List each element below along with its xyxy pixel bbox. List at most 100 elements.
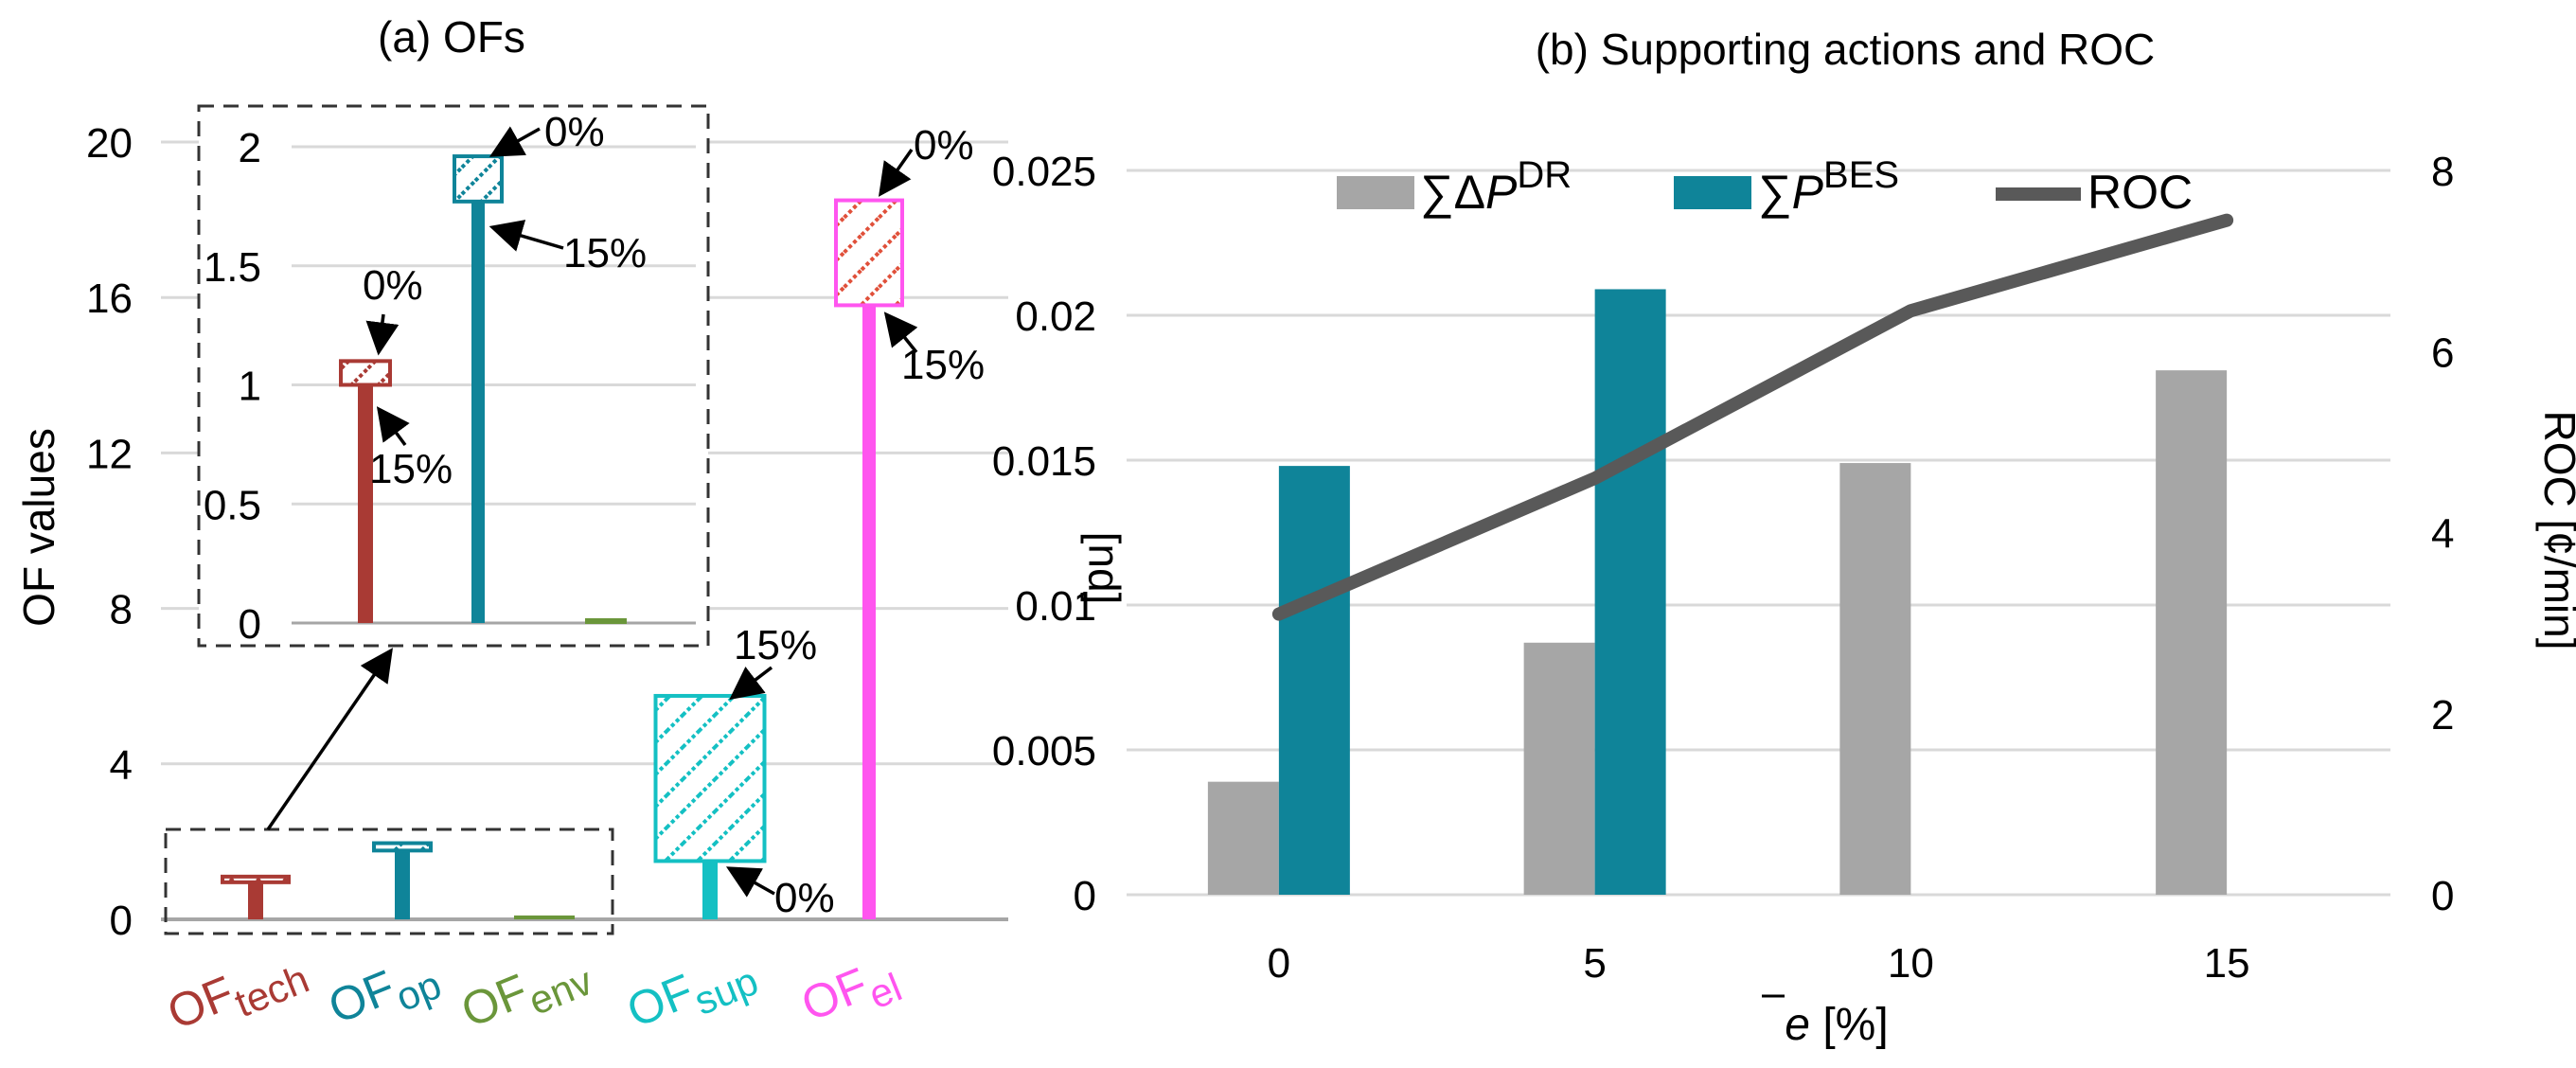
category-label-subscript: op (390, 962, 448, 1020)
panel-b-legend: ∑ΔPDR ∑PBES ROC (1337, 154, 2193, 219)
inset-y-tick-label: 1 (239, 364, 261, 410)
category-label-op: OFop (321, 944, 447, 1045)
x-tick-label-b: 0 (1268, 940, 1290, 987)
zoom-region-box (164, 828, 614, 935)
of-op-bar (395, 850, 410, 919)
panel-a-y-axis-label: OF values (14, 428, 63, 627)
of-el-range-box (834, 198, 904, 308)
of-tech-bar (248, 880, 263, 919)
legend-label-superscript: DR (1517, 154, 1572, 196)
category-label-subscript: tech (228, 956, 314, 1025)
panel-b-x-axis-label: e [%] (1762, 994, 1889, 1050)
zoom-arrow (266, 648, 393, 830)
x-tick-label-b: 15 (2204, 940, 2250, 987)
of-op-range-box (372, 841, 433, 853)
category-label-base: OF (620, 964, 701, 1038)
legend-label-main: ROC (2087, 166, 2193, 219)
arrow-tech-0 (365, 313, 400, 356)
y2-tick-label-b: 0 (2431, 873, 2454, 919)
legend-label-var: P (1485, 166, 1518, 219)
category-label-base: OF (454, 964, 535, 1038)
x-tick-label-b: 10 (1888, 940, 1934, 987)
x-axis-label-b: e [%] (1785, 1000, 1888, 1050)
inset-y-tick-label: 0.5 (204, 482, 261, 528)
x-axis-label-unit: [%] (1810, 1000, 1889, 1050)
y-tick-label-b: 0.02 (1015, 294, 1096, 340)
dr-bar (1523, 642, 1595, 895)
category-label-text: OFtech (160, 937, 314, 1050)
arrow-sup-0 (725, 866, 775, 898)
inset-tech-0-label: 0% (363, 262, 423, 309)
legend-label: ∑PBES (1758, 154, 1899, 219)
panel-a-annotations: 15%0%0%15% (725, 122, 985, 921)
y2-tick-label-b: 8 (2431, 149, 2454, 195)
panel-b-roc-line (1271, 213, 2234, 621)
panel-a-bars (221, 198, 904, 919)
panel-a-title: (a) OFs (378, 12, 525, 62)
arrow-op-15 (489, 220, 564, 252)
dr-bar (1839, 463, 1911, 895)
legend-swatch-bes (1674, 176, 1751, 209)
y-tick-label-b: 0.005 (992, 728, 1096, 774)
category-label-env: OFenv (454, 958, 599, 1038)
inset-tech-range-box (339, 359, 392, 387)
category-label-sup: OFsup (620, 940, 765, 1048)
y2-tick-label-b: 6 (2431, 329, 2454, 376)
inset-op-15-label: 15% (563, 230, 647, 276)
legend-label-main: ∑ (1758, 166, 1792, 219)
inset-chart: 0 0.5 1 1.5 2 0% 15% 0% 15% (204, 109, 696, 648)
y-tick-label-b: 0.015 (992, 438, 1096, 485)
panel-b-y-axis-label: [pu] (1073, 532, 1122, 605)
arrow-el-15 (883, 312, 918, 354)
x-tick-label-b: 5 (1583, 940, 1606, 987)
panel-b: (b) Supporting actions and ROC [pu] ROC … (992, 25, 2576, 1050)
y-tick-label: 0 (110, 898, 133, 944)
inset-op-bar (471, 201, 485, 623)
bes-bar (1278, 466, 1350, 895)
category-label-subscript: sup (688, 958, 764, 1024)
category-label-base: OF (321, 960, 401, 1034)
legend-swatch-dr (1337, 176, 1414, 209)
y2-tick-label-b: 2 (2431, 692, 2454, 739)
of-env-bar (514, 915, 575, 919)
y-tick-label-b: 0.025 (992, 149, 1096, 195)
category-label-text: OFel (794, 946, 908, 1041)
legend-label-superscript: BES (1823, 154, 1899, 196)
y-tick-label: 8 (110, 587, 133, 633)
inset-y-tick-label: 1.5 (204, 244, 261, 291)
legend-label-var: P (1792, 166, 1824, 219)
arrow-tech-15 (376, 406, 410, 447)
dr-bar (2156, 370, 2228, 895)
annotation-sup-0: 0% (774, 875, 835, 921)
bes-bar (1594, 289, 1666, 896)
of-tech-range-box (221, 874, 291, 884)
dr-bar (1207, 781, 1279, 895)
of-sup-bar (702, 861, 718, 919)
category-label-tech: OFtech (160, 937, 314, 1050)
panel-a-y-ticks: 0 4 8 12 16 20 (86, 120, 133, 944)
panel-b-bars (1207, 289, 2228, 896)
x-axis-label-symbol: e (1785, 1000, 1810, 1050)
arrow-sup-15 (729, 666, 773, 701)
inset-env-bar (585, 617, 627, 624)
y-tick-label-b: 0 (1074, 873, 1096, 919)
y-tick-label: 12 (86, 431, 133, 477)
inset-tech-bar (358, 384, 373, 623)
y-tick-label-b: 0.01 (1015, 583, 1096, 630)
inset-tech-15-label: 15% (369, 446, 453, 492)
category-label-text: OFsup (620, 940, 765, 1048)
of-sup-range-box (653, 693, 767, 863)
legend-label: ROC (2087, 166, 2193, 219)
annotation-sup-15: 15% (734, 622, 817, 668)
panel-b-secondary-y-axis-label: ROC [¢/min] (2535, 410, 2576, 650)
y-tick-label: 16 (86, 276, 133, 322)
inset-op-0-label: 0% (544, 109, 605, 155)
roc-line (1271, 213, 2234, 621)
category-label-subscript: env (523, 958, 598, 1024)
category-label-base: OF (160, 966, 240, 1040)
category-label-text: OFop (321, 944, 447, 1045)
panel-a-category-labels: OFtech OFop OFenv OFsup OFel (160, 937, 908, 1050)
inset-y-tick-label: 2 (239, 125, 261, 171)
